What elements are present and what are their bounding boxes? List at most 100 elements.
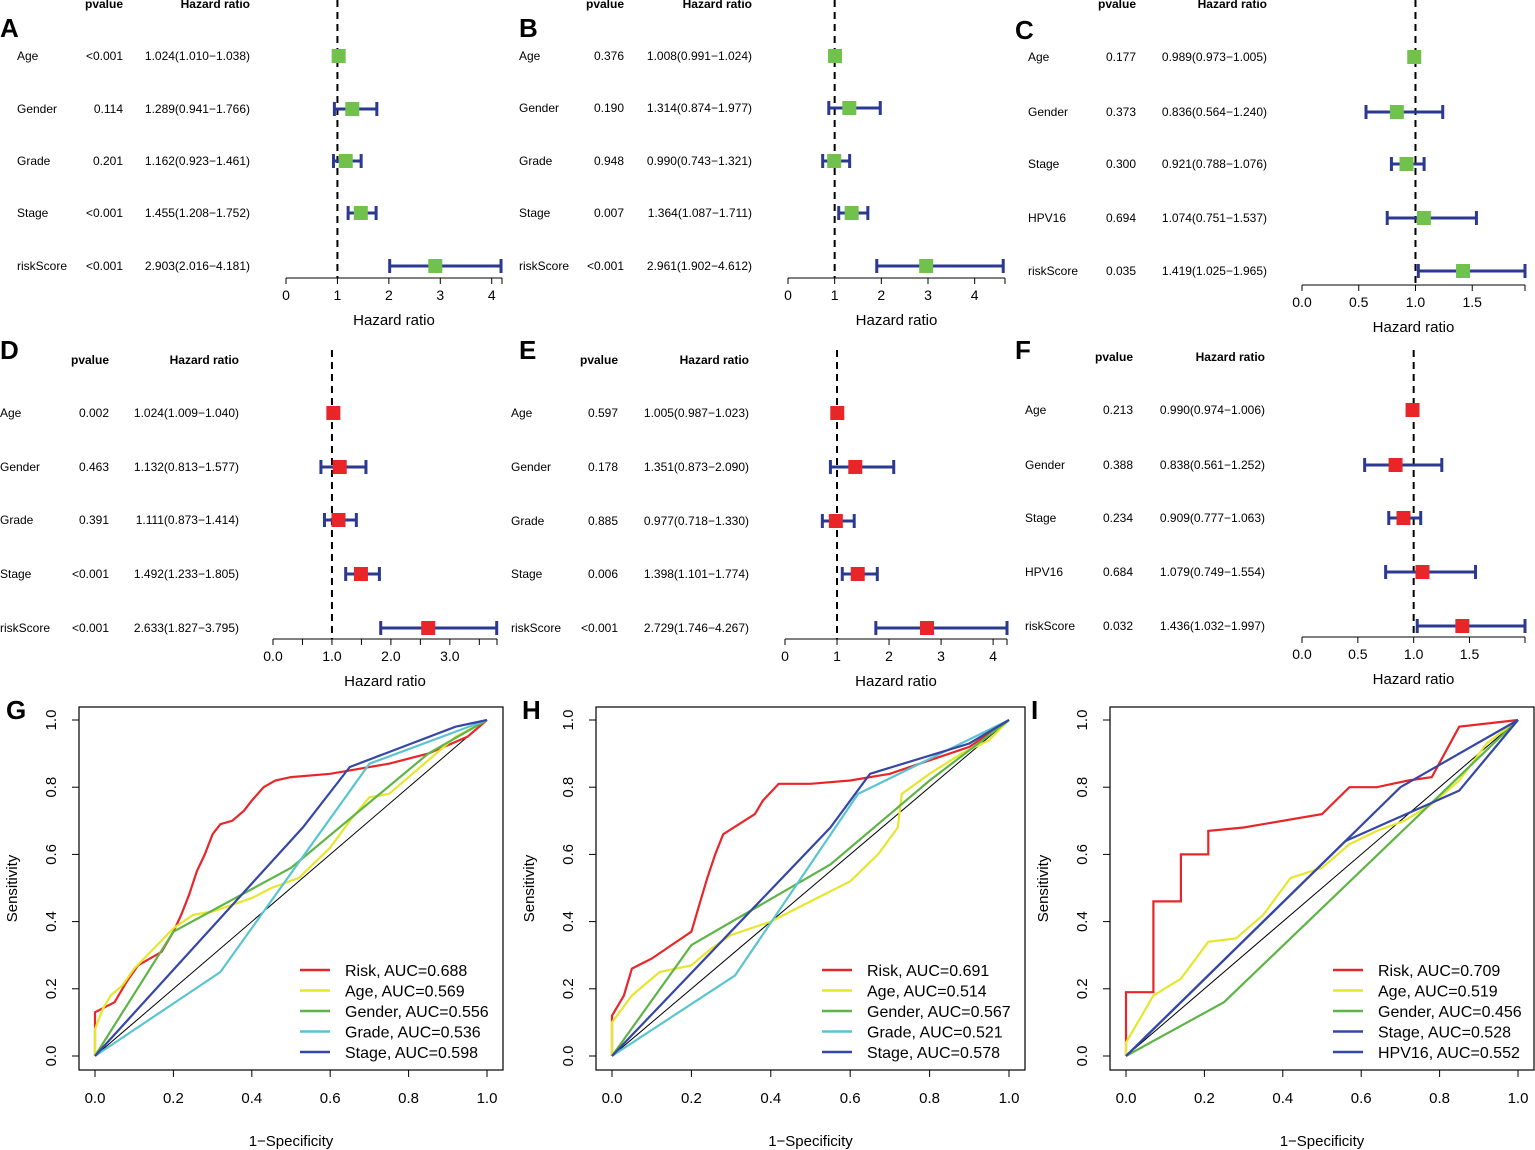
panel-letter: C — [1015, 15, 1034, 45]
row-pvalue: 0.373 — [1106, 105, 1136, 119]
row-hazard-ratio: 1.314(0.874−1.977) — [647, 101, 752, 115]
legend-label: Gender, AUC=0.556 — [345, 1004, 489, 1021]
row-variable: Grade — [511, 514, 545, 528]
row-hazard-ratio: 0.921(0.788−1.076) — [1162, 157, 1267, 171]
y-tick-label: 0.6 — [560, 844, 577, 865]
row-variable: Gender — [17, 102, 57, 116]
row-hazard-ratio: 0.909(0.777−1.063) — [1160, 511, 1265, 525]
row-pvalue: 0.032 — [1103, 619, 1133, 633]
x-tick-label: 3 — [937, 648, 945, 664]
x-tick-label: 0.0 — [1116, 1090, 1137, 1107]
pvalue-header: pvalue — [71, 353, 109, 367]
hr-box — [1415, 565, 1430, 579]
hr-box — [326, 406, 341, 420]
row-pvalue: <0.001 — [587, 259, 624, 273]
x-tick-label: 0.2 — [1194, 1090, 1215, 1107]
legend-label: Stage, AUC=0.528 — [1378, 1025, 1511, 1042]
legend-label: Stage, AUC=0.578 — [867, 1045, 1000, 1062]
row-variable: HPV16 — [1025, 565, 1063, 579]
x-tick-label: 0.6 — [1351, 1090, 1372, 1107]
hr-box — [428, 259, 443, 273]
hazard-ratio-header: Hazard ratio — [170, 353, 239, 367]
roc-panel-I: I 0.0 0.0 0.2 0.2 0.4 0.4 0.6 0.6 0.8 0.8 1.0 1.0 1−S… — [1031, 695, 1535, 1150]
plot-frame — [78, 706, 504, 1071]
row-variable: Grade — [0, 513, 34, 527]
y-tick-label: 0.2 — [1074, 978, 1091, 999]
hazard-ratio-header: Hazard ratio — [1196, 350, 1265, 364]
y-tick-label: 0.8 — [43, 777, 60, 798]
row-pvalue: <0.001 — [86, 259, 123, 273]
row-hazard-ratio: 1.111(0.873−1.414) — [136, 513, 239, 527]
panel-letter: I — [1031, 695, 1038, 725]
hr-box — [850, 567, 865, 581]
hr-box — [1396, 511, 1411, 525]
x-axis-title: 1−Specificity — [249, 1133, 334, 1150]
row-hazard-ratio: 2.903(2.016−4.181) — [145, 259, 250, 273]
row-hazard-ratio: 1.008(0.991−1.024) — [647, 49, 752, 63]
x-tick-label: 2.0 — [381, 648, 401, 664]
row-variable: Grade — [17, 154, 51, 168]
y-axis-title: Sensitivity — [521, 854, 538, 922]
x-tick-label: 4 — [989, 648, 997, 664]
diagonal-reference — [1125, 719, 1519, 1057]
x-axis-title: 1−Specificity — [1280, 1133, 1365, 1150]
hr-box — [1388, 458, 1403, 472]
row-pvalue: 0.178 — [588, 460, 618, 474]
row-variable: Stage — [1025, 511, 1057, 525]
row-pvalue: 0.376 — [594, 49, 624, 63]
roc-curve-gender — [94, 719, 488, 1057]
x-tick-label: 0.6 — [320, 1090, 341, 1107]
row-hazard-ratio: 1.436(1.032−1.997) — [1160, 619, 1265, 633]
plot-frame — [1109, 706, 1535, 1071]
hr-box — [848, 460, 863, 474]
pvalue-header: pvalue — [1095, 350, 1133, 364]
y-tick-label: 0.8 — [560, 777, 577, 798]
row-hazard-ratio: 1.455(1.208−1.752) — [145, 206, 250, 220]
y-tick-label: 0.4 — [1074, 911, 1091, 932]
row-pvalue: <0.001 — [581, 621, 618, 635]
row-variable: Stage — [511, 567, 543, 581]
x-tick-label: 0.8 — [398, 1090, 419, 1107]
roc-curve-gender — [1125, 719, 1519, 1057]
x-tick-label: 1.0 — [1406, 294, 1426, 310]
roc-panel-G: G 0.0 0.0 0.2 0.2 0.4 0.4 0.6 0.6 0.8 0.8 1.0 1.0 1−S… — [4, 695, 504, 1150]
x-tick-label: 0 — [781, 648, 789, 664]
y-tick-label: 1.0 — [560, 710, 577, 731]
hr-box — [827, 154, 842, 168]
row-variable: riskScore — [519, 259, 569, 273]
hr-box — [1407, 50, 1422, 64]
row-variable: Gender — [519, 101, 559, 115]
row-pvalue: <0.001 — [86, 206, 123, 220]
row-pvalue: 0.597 — [588, 406, 618, 420]
roc-curve-stage — [611, 719, 1010, 1057]
row-hazard-ratio: 1.079(0.749−1.554) — [1160, 565, 1265, 579]
panel-letter: E — [519, 335, 536, 365]
x-tick-label: 1.5 — [1460, 646, 1480, 662]
hr-box — [828, 514, 843, 528]
row-hazard-ratio: 2.961(1.902−4.612) — [647, 259, 752, 273]
pvalue-header: pvalue — [1098, 0, 1136, 11]
x-tick-label: 0.4 — [1272, 1090, 1293, 1107]
x-tick-label: 2 — [885, 648, 893, 664]
roc-curve-risk — [610, 719, 1010, 1056]
row-variable: Age — [17, 49, 39, 63]
row-hazard-ratio: 0.989(0.973−1.005) — [1162, 50, 1267, 64]
y-tick-label: 0.0 — [43, 1046, 60, 1067]
row-variable: Stage — [17, 206, 49, 220]
hr-box — [353, 206, 368, 220]
row-variable: Stage — [519, 206, 551, 220]
row-pvalue: 0.006 — [588, 567, 618, 581]
legend-label: Stage, AUC=0.598 — [345, 1045, 478, 1062]
diagonal-reference — [611, 719, 1010, 1057]
row-hazard-ratio: 1.132(0.813−1.577) — [134, 460, 239, 474]
row-hazard-ratio: 1.024(1.010−1.038) — [145, 49, 250, 63]
hazard-ratio-header: Hazard ratio — [680, 353, 749, 367]
row-variable: Age — [511, 406, 533, 420]
row-hazard-ratio: 0.990(0.743−1.321) — [647, 154, 752, 168]
x-tick-label: 4 — [488, 287, 496, 303]
roc-panel-H: H 0.0 0.0 0.2 0.2 0.4 0.4 0.6 0.6 0.8 0.8 1.0 1.0 1−S… — [521, 695, 1026, 1150]
legend-label: Age, AUC=0.514 — [867, 984, 987, 1001]
x-axis-title: Hazard ratio — [353, 312, 435, 329]
pvalue-header: pvalue — [85, 0, 123, 11]
